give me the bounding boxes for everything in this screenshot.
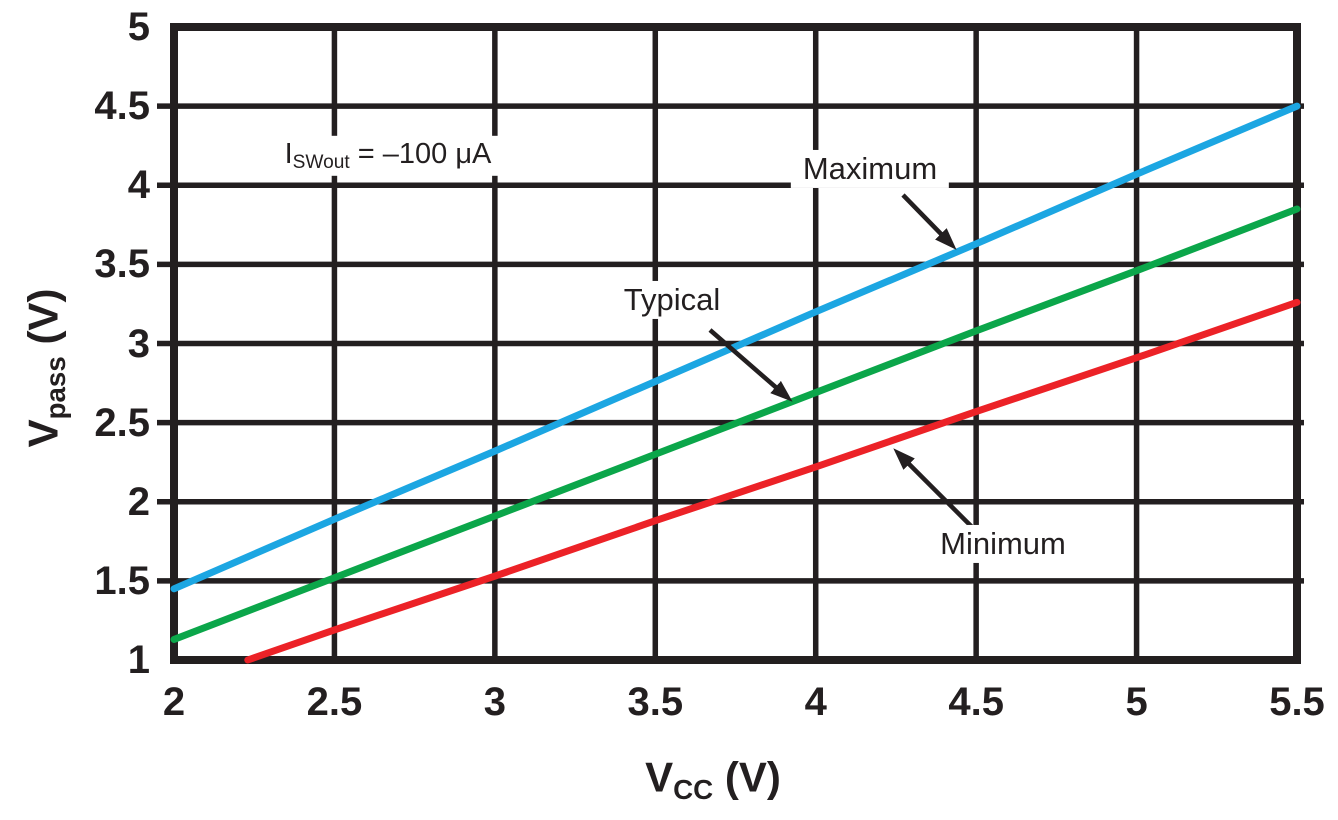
y-tick-label: 1 <box>127 638 150 682</box>
y-tick-label: 2.5 <box>94 400 150 445</box>
maximum-arrow <box>901 193 957 250</box>
x-axis-subscript: CC <box>673 774 714 806</box>
annotation-symbol: I <box>284 137 293 170</box>
pointer-arrows <box>708 193 974 529</box>
x-tick-label: 3 <box>483 680 506 724</box>
y-tick-label: 3 <box>127 321 150 366</box>
minimum-arrow <box>893 448 974 529</box>
x-axis-symbol: V <box>645 753 674 801</box>
series-label-maximum: Maximum <box>790 149 950 189</box>
y-axis-symbol: V <box>19 419 67 448</box>
annotation-value: = –100 μA <box>349 137 492 170</box>
x-axis-title: VCC (V) <box>645 753 781 806</box>
y-tick-label: 4 <box>127 163 150 208</box>
series-label-typical: Typical <box>611 280 733 320</box>
series-line-minimum <box>244 298 1301 664</box>
series-line-typical <box>170 205 1301 643</box>
x-tick-label: 2 <box>162 680 186 724</box>
y-axis-title: Vpass (V) <box>19 288 72 448</box>
x-tick-label: 2.5 <box>306 680 363 724</box>
x-tick-label: 5 <box>1125 680 1148 724</box>
y-tick-label: 3.5 <box>94 242 150 287</box>
x-tick-label: 4.5 <box>948 680 1004 724</box>
y-tick-label: 2 <box>127 479 150 524</box>
plot-border <box>170 23 1301 664</box>
y-tick-label: 1.5 <box>94 558 150 603</box>
series-line-maximum <box>170 102 1301 593</box>
y-tick-label: 4.5 <box>94 84 150 129</box>
condition-annotation: ISWout = –100 μA <box>274 135 502 177</box>
x-tick-label: 5.5 <box>1269 680 1325 724</box>
y-axis-subscript: pass <box>40 356 72 420</box>
series-label-minimum: Minimum <box>928 524 1078 564</box>
grid-lines <box>157 27 1304 660</box>
y-axis-unit: (V) <box>19 288 67 357</box>
annotation-subscript: SWout <box>292 152 350 174</box>
y-tick-label: 5 <box>127 5 150 49</box>
x-axis-unit: (V) <box>713 753 781 801</box>
typical-arrow <box>708 328 793 402</box>
series-lines <box>170 102 1301 664</box>
x-tick-label: 3.5 <box>627 680 684 724</box>
x-tick-label: 4 <box>804 680 827 724</box>
